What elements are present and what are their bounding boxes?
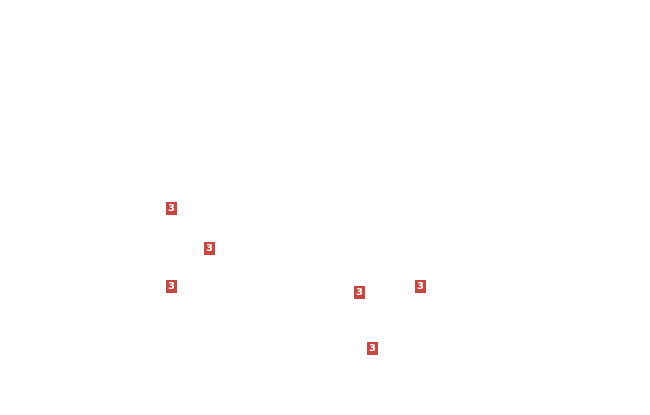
marker-badge[interactable]: 3 — [166, 202, 177, 215]
marker-badge[interactable]: 3 — [415, 280, 426, 293]
marker-badge[interactable]: 3 — [166, 280, 177, 293]
marker-badge[interactable]: 3 — [204, 242, 215, 255]
marker-badge[interactable]: 3 — [367, 342, 378, 355]
marker-badge[interactable]: 3 — [354, 286, 365, 299]
